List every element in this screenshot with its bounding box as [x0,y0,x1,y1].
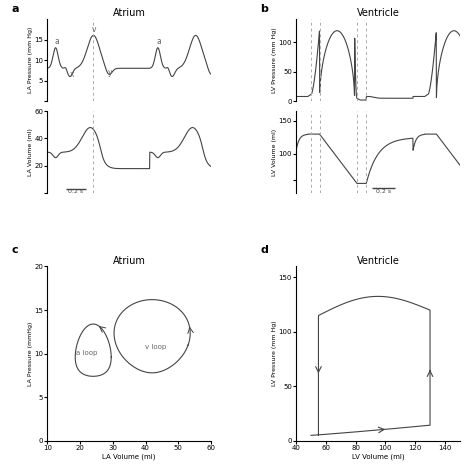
Text: 0.2 s: 0.2 s [376,189,392,194]
Text: a: a [11,4,19,14]
Title: Ventricle: Ventricle [356,255,400,266]
Text: c: c [11,245,18,255]
Y-axis label: LA Pressure (mm Hg): LA Pressure (mm Hg) [28,27,33,93]
Text: x: x [69,70,74,79]
Text: a: a [157,37,162,46]
Title: Ventricle: Ventricle [356,8,400,18]
Text: a: a [55,37,59,46]
Y-axis label: LV Volume (ml): LV Volume (ml) [272,128,277,176]
Y-axis label: LA Volume (ml): LA Volume (ml) [28,128,33,176]
Y-axis label: LA Pressure (mmHg): LA Pressure (mmHg) [28,321,33,386]
Text: b: b [260,4,268,14]
Title: Atrium: Atrium [113,255,146,266]
Y-axis label: LV Pressure (mm Hg): LV Pressure (mm Hg) [272,321,277,386]
Text: a loop: a loop [76,350,97,356]
Text: v loop: v loop [145,344,166,350]
Text: 0.2 s: 0.2 s [68,189,83,193]
Text: d: d [260,245,268,255]
X-axis label: LV Volume (ml): LV Volume (ml) [352,454,404,460]
Title: Atrium: Atrium [113,8,146,18]
Y-axis label: LV Pressure (mm Hg): LV Pressure (mm Hg) [272,27,277,93]
Text: y: y [108,68,113,77]
X-axis label: LA Volume (ml): LA Volume (ml) [102,454,156,460]
Text: v: v [91,25,96,34]
